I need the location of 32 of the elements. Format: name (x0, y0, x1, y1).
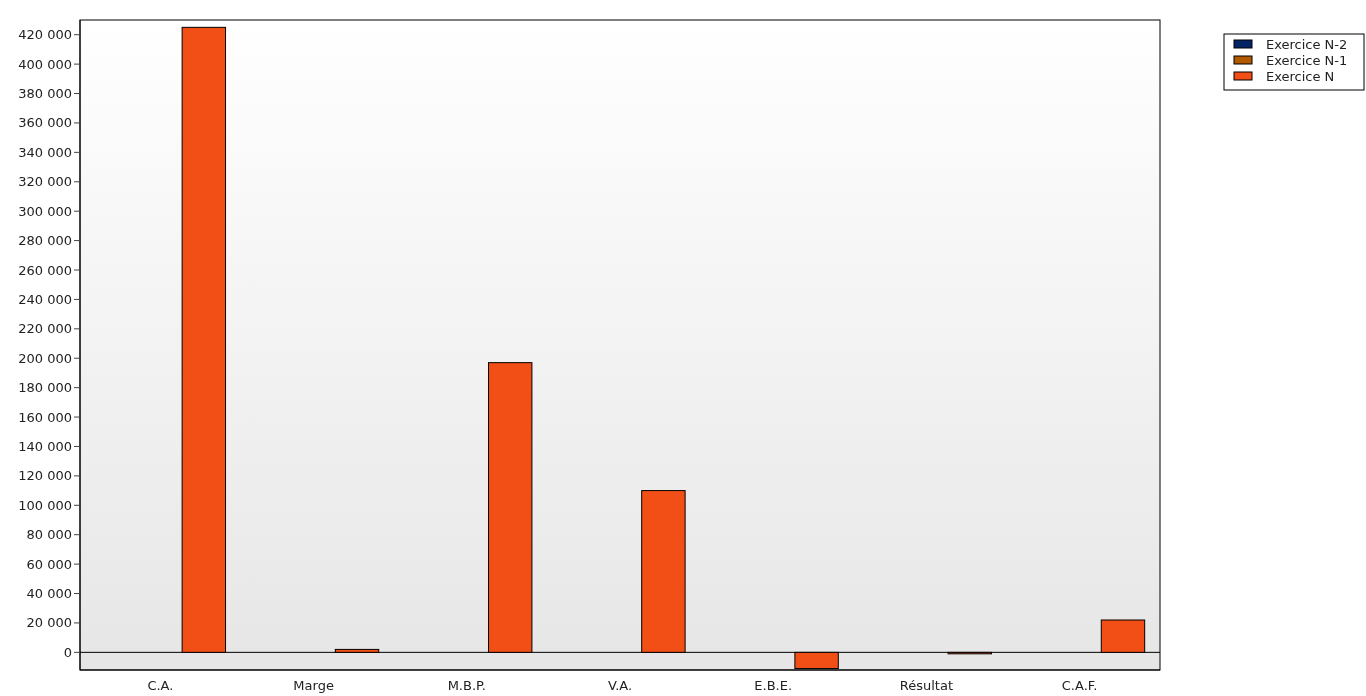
x-tick-label: E.B.E. (754, 678, 793, 693)
y-tick-label: 380 000 (18, 86, 72, 102)
y-tick-label: 160 000 (18, 409, 72, 425)
y-tick-label: 420 000 (18, 27, 72, 43)
x-tick-label: V.A. (607, 678, 633, 693)
legend-label: Exercice N-2 (1266, 36, 1348, 52)
y-tick-label: 40 000 (26, 586, 72, 602)
y-tick-label: 60 000 (26, 556, 72, 572)
y-tick-label: 0 (63, 644, 72, 660)
y-tick-label: 280 000 (18, 233, 72, 249)
y-tick-label: 200 000 (18, 350, 72, 366)
legend-label: Exercice N (1266, 68, 1335, 84)
y-tick-label: 340 000 (18, 144, 72, 160)
x-tick-label: M.B.P. (447, 678, 486, 693)
y-tick-label: 220 000 (18, 321, 72, 337)
y-tick-label: 260 000 (18, 262, 72, 278)
y-tick-label: 20 000 (26, 615, 72, 631)
y-tick-label: 80 000 (26, 527, 72, 543)
y-tick-label: 100 000 (18, 497, 72, 513)
x-tick-label: Résultat (899, 678, 953, 693)
y-tick-label: 180 000 (18, 380, 72, 396)
legend-label: Exercice N-1 (1266, 52, 1348, 68)
y-tick-label: 240 000 (18, 291, 72, 307)
x-tick-label: C.A.F. (1061, 678, 1098, 693)
y-tick-label: 300 000 (18, 203, 72, 219)
y-tick-label: 120 000 (18, 468, 72, 484)
x-tick-label: C.A. (147, 678, 174, 693)
x-tick-label: Marge (293, 678, 334, 693)
y-tick-label: 400 000 (18, 56, 72, 72)
y-tick-label: 360 000 (18, 115, 72, 131)
y-tick-label: 320 000 (18, 174, 72, 190)
y-tick-label: 140 000 (18, 439, 72, 455)
